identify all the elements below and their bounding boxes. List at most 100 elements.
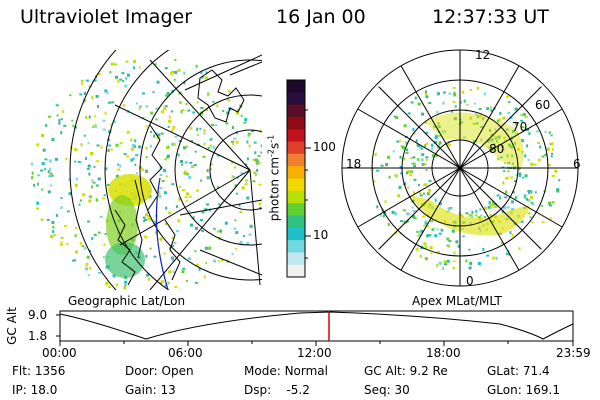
aurora-pixel: [465, 212, 469, 215]
colorbar-strips: [287, 80, 305, 278]
aurora-pixel: [145, 213, 148, 217]
aurora-pixel: [74, 160, 77, 163]
aurora-pixel: [509, 231, 512, 235]
aurora-pixel: [174, 58, 177, 61]
aurora-pixel: [537, 141, 541, 144]
aurora-pixel: [417, 158, 420, 161]
aurora-pixel: [505, 176, 509, 179]
aurora-pixel: [257, 154, 261, 157]
instrument-title: Ultraviolet Imager: [20, 6, 193, 28]
aurora-pixel: [421, 153, 425, 157]
aurora-pixel: [406, 148, 409, 152]
aurora-pixel: [124, 284, 127, 287]
aurora-pixel: [166, 91, 170, 95]
aurora-pixel: [460, 214, 463, 217]
aurora-pixel: [71, 119, 74, 122]
aurora-pixel: [170, 256, 174, 260]
aurora-pixel: [475, 209, 478, 213]
aurora-pixel: [215, 124, 218, 127]
status-seq: Seq: 30: [364, 383, 410, 397]
aurora-pixel: [123, 153, 127, 156]
aurora-pixel: [93, 165, 96, 168]
aurora-pixel: [163, 252, 166, 255]
aurora-pixel: [551, 142, 554, 146]
aurora-pixel: [448, 143, 452, 146]
aurora-pixel: [87, 142, 90, 145]
aurora-pixel: [145, 156, 148, 159]
aurora-pixel: [159, 174, 163, 177]
aurora-pixel: [180, 110, 183, 114]
aurora-pixel: [521, 126, 525, 129]
aurora-pixel: [489, 129, 491, 132]
aurora-pixel: [435, 154, 438, 158]
aurora-pixel: [504, 196, 508, 199]
aurora-pixel: [497, 135, 501, 139]
aurora-pixel: [413, 178, 417, 181]
aurora-pixel: [520, 119, 524, 122]
aurora-pixel: [65, 157, 68, 161]
aurora-pixel: [212, 146, 215, 150]
aurora-pixel: [424, 93, 427, 97]
aurora-pixel: [457, 244, 460, 248]
aurora-pixel: [142, 92, 145, 95]
aurora-pixel: [511, 129, 515, 133]
aurora-pixel: [50, 235, 53, 239]
aurora-pixel: [196, 127, 199, 131]
aurora-pixel: [514, 180, 517, 183]
aurora-pixel: [448, 92, 452, 95]
aurora-pixel: [74, 234, 77, 238]
aurora-pixel: [488, 201, 491, 205]
aurora-pixel: [476, 86, 479, 90]
aurora-pixel: [384, 200, 387, 204]
aurora-pixel: [482, 117, 485, 121]
aurora-pixel: [376, 205, 379, 209]
aurora-pixel: [239, 240, 243, 244]
colorbar-strip: [287, 92, 305, 106]
aurora-pixel: [497, 119, 500, 123]
aurora-pixel: [145, 125, 148, 128]
aurora-pixel: [79, 199, 82, 202]
colorbar-strip: [287, 141, 305, 155]
aurora-pixel: [263, 204, 265, 206]
aurora-pixel: [524, 116, 528, 119]
aurora-pixel: [48, 175, 51, 178]
aurora-pixel: [528, 198, 531, 202]
colorbar-tick-10: 10: [313, 228, 329, 242]
aurora-pixel: [452, 266, 455, 270]
aurora-pixel: [150, 130, 152, 133]
aurora-pixel: [36, 201, 40, 205]
aurora-pixel: [402, 209, 406, 212]
aurora-pixel: [108, 101, 111, 104]
colorbar-frame: [286, 79, 306, 278]
aurora-pixel: [528, 191, 531, 195]
aurora-pixel: [209, 144, 212, 148]
aurora-pixel: [463, 99, 466, 103]
aurora-pixel: [388, 175, 391, 179]
aurora-pixel: [234, 219, 237, 222]
aurora-pixel: [449, 207, 453, 210]
aurora-pixel: [69, 94, 72, 97]
aurora-pixel: [150, 111, 154, 115]
aurora-pixel: [501, 210, 504, 213]
aurora-pixel: [474, 113, 478, 116]
aurora-pixel: [511, 154, 514, 158]
status-glon: GLon: 169.1: [487, 383, 560, 397]
aurora-pixel: [474, 214, 478, 217]
altitude-curve: [59, 311, 574, 340]
aurora-pixel: [483, 206, 487, 210]
aurora-pixel: [179, 289, 182, 290]
aurora-pixel: [500, 145, 504, 148]
aurora-pixel: [164, 105, 168, 108]
aurora-pixel: [551, 152, 553, 155]
aurora-pixel: [437, 122, 440, 125]
aurora-pixel: [209, 168, 213, 171]
aurora-pixel: [192, 111, 196, 114]
colorbar-strip: [287, 80, 305, 93]
aurora-pixel: [469, 116, 473, 120]
aurora-pixel: [173, 78, 176, 81]
aurora-pixel: [259, 206, 262, 210]
aurora-pixel: [234, 184, 237, 188]
aurora-pixel: [122, 289, 126, 290]
aurora-pixel: [105, 282, 109, 285]
status-door: Door: Open: [125, 364, 194, 378]
